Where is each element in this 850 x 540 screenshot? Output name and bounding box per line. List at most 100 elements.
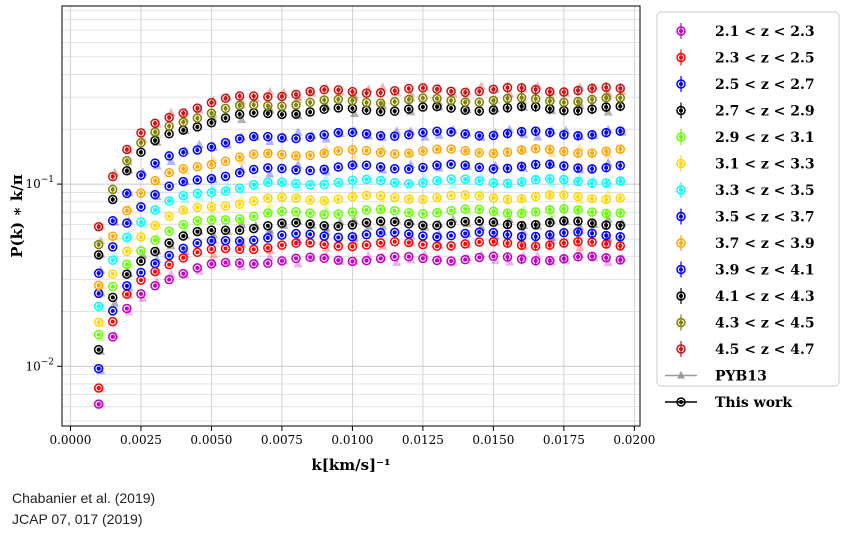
data-point bbox=[350, 244, 355, 249]
data-point bbox=[434, 129, 439, 134]
data-point-ring bbox=[333, 255, 344, 265]
data-point bbox=[533, 96, 538, 101]
data-point-ring bbox=[446, 205, 456, 216]
pyb13-point bbox=[96, 346, 106, 355]
data-point-ring bbox=[573, 216, 583, 227]
data-point-ring bbox=[587, 130, 597, 140]
pyb13-point bbox=[321, 197, 331, 206]
data-point-ring bbox=[615, 126, 626, 136]
data-point bbox=[110, 284, 115, 289]
data-point bbox=[449, 208, 454, 213]
data-point-ring bbox=[488, 193, 499, 203]
data-point-ring bbox=[615, 241, 626, 251]
pyb13-point bbox=[208, 109, 218, 119]
pyb13-point bbox=[110, 167, 120, 176]
data-point-ring bbox=[263, 208, 273, 218]
data-point-ring bbox=[446, 86, 456, 97]
data-point bbox=[237, 216, 242, 221]
data-point bbox=[378, 193, 383, 198]
data-point bbox=[604, 85, 609, 90]
data-point bbox=[153, 138, 158, 143]
data-point bbox=[223, 238, 228, 243]
data-point bbox=[153, 121, 158, 126]
data-point bbox=[308, 232, 313, 237]
data-point-ring bbox=[277, 192, 287, 202]
data-point bbox=[449, 193, 454, 198]
data-point bbox=[110, 218, 115, 223]
data-point bbox=[491, 209, 496, 214]
data-point-ring bbox=[488, 206, 499, 217]
data-point bbox=[420, 242, 425, 247]
data-point bbox=[251, 110, 256, 115]
legend-label: 2.1 < z < 2.3 bbox=[715, 24, 815, 40]
pyb13-point bbox=[307, 88, 317, 97]
legend-entry: 4.1 < z < 4.3 bbox=[676, 288, 815, 305]
data-point bbox=[505, 222, 510, 227]
data-point-ring bbox=[389, 164, 400, 174]
data-point-ring bbox=[502, 147, 513, 157]
data-point bbox=[110, 174, 115, 179]
pyb13-point bbox=[575, 172, 585, 182]
legend-marker bbox=[679, 267, 683, 272]
data-point bbox=[378, 178, 383, 183]
data-point bbox=[195, 265, 200, 270]
data-point-ring bbox=[291, 133, 301, 144]
data-point bbox=[392, 195, 397, 200]
data-point-ring bbox=[474, 216, 485, 226]
data-point-ring bbox=[122, 303, 132, 314]
data-point bbox=[237, 228, 242, 233]
data-point bbox=[491, 239, 496, 244]
data-point bbox=[449, 243, 454, 248]
data-point bbox=[420, 96, 425, 101]
pyb13-point bbox=[589, 174, 599, 183]
data-point-ring bbox=[263, 220, 273, 231]
data-point-ring bbox=[432, 255, 442, 266]
legend-entry: PYB13 bbox=[665, 369, 767, 385]
data-point bbox=[223, 96, 228, 101]
data-point-ring bbox=[502, 208, 513, 218]
data-point-ring bbox=[192, 113, 203, 123]
data-point bbox=[336, 235, 341, 240]
data-point bbox=[308, 197, 313, 202]
series-7 bbox=[93, 173, 626, 311]
data-point bbox=[279, 209, 284, 214]
data-point-ring bbox=[164, 112, 174, 123]
data-point bbox=[575, 207, 580, 212]
data-point bbox=[378, 240, 383, 245]
data-point bbox=[350, 147, 355, 152]
data-point bbox=[209, 100, 214, 105]
data-point-ring bbox=[559, 204, 569, 214]
data-point bbox=[561, 230, 566, 235]
data-point-ring bbox=[601, 208, 611, 219]
data-point bbox=[265, 165, 270, 170]
data-point-ring bbox=[573, 191, 583, 202]
data-point-ring bbox=[587, 218, 597, 228]
data-point bbox=[209, 247, 214, 252]
legend-triangle-marker bbox=[677, 371, 685, 379]
pyb13-point bbox=[349, 233, 359, 242]
data-point-ring bbox=[108, 281, 118, 292]
data-point-ring bbox=[122, 166, 132, 176]
data-point-ring bbox=[150, 280, 160, 291]
data-point bbox=[392, 109, 397, 114]
data-point-ring bbox=[573, 106, 583, 116]
data-point bbox=[195, 229, 200, 234]
data-point bbox=[434, 210, 439, 215]
data-point bbox=[294, 167, 299, 172]
data-point-ring bbox=[150, 189, 160, 200]
data-point-ring bbox=[136, 256, 146, 266]
data-point-ring bbox=[164, 250, 174, 261]
data-point-ring bbox=[559, 146, 569, 157]
data-point-ring bbox=[389, 217, 400, 227]
data-point bbox=[195, 147, 200, 152]
data-point bbox=[251, 152, 256, 157]
data-point bbox=[237, 247, 242, 252]
data-point bbox=[449, 259, 454, 264]
data-point bbox=[547, 207, 552, 212]
data-point bbox=[167, 241, 172, 246]
data-point bbox=[294, 256, 299, 261]
data-point-ring bbox=[559, 129, 569, 140]
series-1 bbox=[93, 251, 626, 409]
data-point-ring bbox=[178, 190, 188, 201]
data-point-ring bbox=[460, 160, 470, 170]
